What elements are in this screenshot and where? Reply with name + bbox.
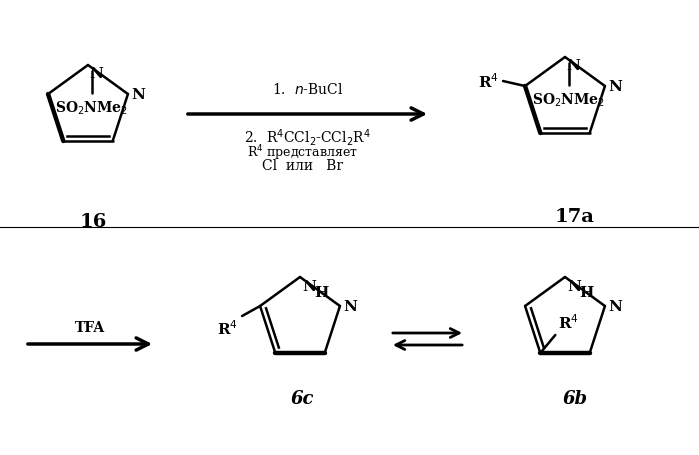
Text: SO$_2$NMe$_2$: SO$_2$NMe$_2$ [533, 92, 605, 109]
Text: N: N [343, 299, 356, 313]
Text: 16: 16 [79, 212, 107, 231]
Text: 2.  R$^4$CCl$_2$-CCl$_2$R$^4$: 2. R$^4$CCl$_2$-CCl$_2$R$^4$ [244, 127, 371, 148]
Text: TFA: TFA [75, 320, 105, 334]
Text: N: N [302, 279, 316, 293]
Text: Cl  или   Br: Cl или Br [262, 159, 343, 172]
Text: R$^4$: R$^4$ [478, 72, 499, 91]
Text: N: N [608, 80, 622, 94]
Text: H: H [579, 285, 593, 299]
Text: H: H [314, 285, 329, 299]
Text: N: N [608, 299, 622, 313]
Text: 6b: 6b [563, 389, 588, 407]
Text: N: N [567, 279, 581, 293]
Text: 17a: 17a [555, 207, 595, 226]
Text: SO$_2$NMe$_2$: SO$_2$NMe$_2$ [55, 100, 129, 117]
Text: N: N [566, 59, 580, 73]
Text: N: N [131, 88, 145, 102]
Text: R$^4$ представляет: R$^4$ представляет [247, 143, 358, 162]
Text: R$^4$: R$^4$ [559, 313, 579, 331]
Text: 6c: 6c [290, 389, 314, 407]
Text: N: N [89, 67, 103, 81]
Text: 1.  $\it{n}$-BuCl: 1. $\it{n}$-BuCl [272, 82, 343, 97]
Text: R$^4$: R$^4$ [217, 318, 238, 337]
